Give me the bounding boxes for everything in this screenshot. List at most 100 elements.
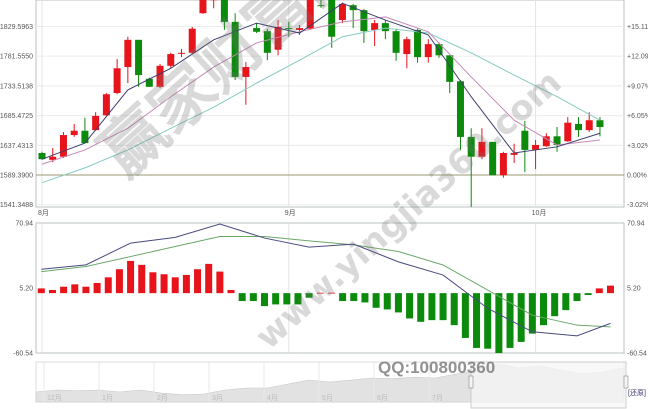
macd-bar: [339, 293, 347, 302]
macd-bar: [551, 293, 559, 317]
macd-bar: [160, 274, 168, 294]
right-tick-label: -3.02%: [627, 202, 648, 209]
navigator[interactable]: 12月 1月 2月 3月 4月 5月 6月 7月: [35, 361, 629, 409]
macd-bar: [584, 293, 592, 296]
navigator-month-label: 3月: [212, 394, 223, 402]
candle-down: [231, 21, 239, 77]
candle-up: [242, 67, 250, 77]
candle-up: [113, 68, 121, 94]
x-tick-label: 9月: [285, 209, 296, 217]
right-tick-label: +3.02%: [627, 143, 648, 150]
candle-down: [596, 120, 604, 128]
candle-down: [253, 28, 261, 32]
candle-down: [392, 31, 400, 53]
y-tick-label: 1589.3900: [0, 173, 33, 180]
navigator-month-label: 1月: [102, 394, 113, 402]
macd-right-tick-label: -60.54: [627, 351, 647, 358]
macd-bar: [60, 286, 68, 294]
macd-bar: [517, 293, 525, 342]
candle-up: [70, 130, 78, 136]
watermark-qq: QQ:100800360: [378, 358, 496, 377]
candle-up: [49, 156, 57, 160]
candle-up: [59, 135, 67, 157]
right-tick-label: +12.09%: [627, 54, 648, 61]
macd-bar: [149, 272, 157, 294]
candle-up: [167, 54, 175, 66]
y-tick-label: 1637.4313: [0, 143, 33, 150]
navigator-month-label: 2月: [157, 394, 168, 402]
y-tick-label: 1733.5138: [0, 83, 33, 90]
navigator-selection[interactable]: [470, 361, 627, 409]
candle-up: [424, 44, 432, 58]
restore-button[interactable]: [还原]: [628, 390, 646, 397]
macd-bar: [495, 293, 503, 354]
candle-down: [220, 0, 228, 22]
candle-down: [446, 55, 454, 82]
macd-bar: [261, 293, 268, 307]
macd-bar: [327, 292, 335, 294]
navigator-handle[interactable]: [623, 375, 629, 389]
macd-bar: [93, 282, 101, 294]
candle-down: [489, 141, 497, 176]
candle-down: [135, 39, 143, 76]
macd-bar: [562, 293, 570, 311]
macd-bar: [283, 293, 291, 305]
macd-right-tick-label: 70.94: [627, 221, 645, 228]
macd-bar: [417, 293, 425, 322]
macd-bar: [194, 269, 202, 294]
candle-down: [317, 5, 325, 7]
y-tick-label: 1829.5963: [0, 24, 33, 31]
macd-bar: [606, 285, 614, 294]
candle-down: [328, 0, 336, 37]
candle-up: [371, 23, 379, 30]
macd-bar: [227, 289, 235, 294]
macd-right-tick-label: 5.20: [627, 286, 641, 293]
candle-up: [296, 28, 304, 30]
candle-up: [306, 0, 314, 29]
y-tick-label: 1541.3488: [0, 202, 33, 209]
navigator-month-label: 12月: [47, 394, 62, 402]
candle-down: [575, 123, 582, 131]
macd-bar: [361, 293, 369, 303]
candle-up: [478, 141, 486, 157]
macd-panel: 70.94 70.94 5.20 5.20 -60.54 -60.54: [13, 221, 647, 358]
macd-bar: [473, 293, 481, 348]
macd-bar: [205, 263, 213, 294]
ma10-line: [41, 16, 601, 165]
candle-up: [338, 3, 346, 21]
macd-bar: [82, 286, 90, 294]
macd-bar: [484, 293, 492, 349]
candle-up: [274, 26, 282, 50]
candle-down: [521, 130, 529, 150]
price-axes: 1829.5963 1781.5550 1733.5138 1685.4725 1637…: [0, 24, 648, 217]
macd-bar: [372, 293, 380, 308]
macd-bar: [383, 293, 391, 310]
macd-y-tick-label: 70.94: [15, 221, 33, 228]
macd-bar: [528, 293, 536, 334]
candle-down: [285, 28, 293, 30]
macd-bar: [316, 292, 324, 294]
candle-up: [564, 122, 572, 142]
macd-bar: [540, 293, 547, 326]
navigator-month-label: 6月: [377, 394, 388, 402]
macd-bar: [238, 293, 246, 302]
candle-down: [38, 153, 46, 160]
macd-bar: [138, 264, 146, 294]
candle-down: [381, 23, 389, 32]
candle-down: [81, 130, 89, 144]
macd-bar: [37, 288, 45, 294]
right-tick-label: +6.05%: [627, 113, 648, 120]
macd-bar: [428, 293, 436, 321]
right-tick-label: +9.07%: [627, 83, 648, 90]
macd-bar: [182, 274, 190, 294]
candle-down: [414, 29, 422, 58]
candle-up: [92, 115, 100, 131]
navigator-handle[interactable]: [468, 375, 474, 389]
candle-up: [156, 65, 164, 87]
x-tick-label: 10月: [532, 209, 547, 217]
macd-bar: [272, 293, 280, 305]
macd-bar: [394, 293, 402, 313]
macd-bar: [350, 293, 358, 302]
macd-bar: [127, 260, 135, 294]
navigator-month-label: 4月: [267, 394, 278, 402]
